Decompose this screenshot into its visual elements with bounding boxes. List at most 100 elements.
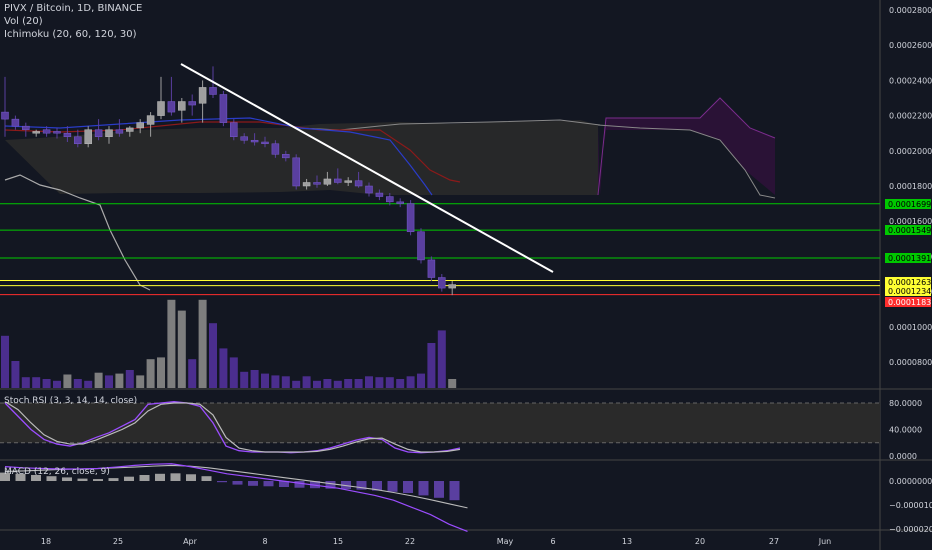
volume-bar [1,335,9,388]
price-axis-label: 0.0001600 [889,217,932,226]
candle-body [115,129,124,134]
time-axis-label: 25 [113,537,123,546]
candle-body [386,196,394,203]
macd-histogram-bar [418,481,429,496]
volume-bar [63,374,72,388]
candle-body [271,143,280,155]
macd-histogram-bar [62,477,72,481]
candle-body [1,111,9,120]
candle-body [230,122,238,137]
macd-axis-label: 0.0000000 [889,477,932,486]
time-axis-label: 27 [769,537,779,546]
volume-bar [344,379,353,388]
macd-histogram-bar [155,473,165,481]
price-axis-label: 0.0002800 [889,6,932,15]
macd-histogram-bar [201,476,212,481]
volume-bar [84,380,93,388]
candle-body [178,101,186,111]
ichimoku-conversion-line [4,117,433,196]
candle-body [292,157,300,187]
volume-bar [396,379,405,388]
candle-body [313,182,321,185]
price-level-tag [885,297,931,307]
volume-bar [146,359,155,388]
candle-body [146,115,155,125]
volume-bar [292,380,301,388]
symbol-title: PIVX / Bitcoin, 1D, BINANCE [4,3,143,14]
macd-histogram-bar [403,481,413,493]
candle-body [32,131,40,134]
macd-axis-label: −0.0000200 [889,525,932,534]
candle-body [334,178,342,183]
macd-histogram-bar [186,474,196,481]
candle-body [438,277,446,289]
volume-bar [323,379,332,388]
candle-body [157,101,165,116]
price-level-tag [885,253,931,263]
volume-bar [250,370,259,388]
time-axis-label: 8 [262,537,267,546]
macd-histogram-bar [263,481,274,487]
volume-bar [313,380,321,388]
price-axis-label: 0.0002200 [889,112,932,121]
macd-axis-label: −0.0000100 [889,501,932,510]
macd-label[interactable]: MACD (12, 26, close, 9) [4,467,110,477]
volume-bar [448,379,457,388]
candle-body [22,125,30,130]
ichimoku-indicator-label[interactable]: Ichimoku (20, 60, 120, 30) [4,29,137,40]
stoch-axis-label: 0.0000 [889,452,917,461]
volume-bar [240,371,249,388]
volume-bar [302,376,311,388]
ichimoku-future-cloud [598,98,775,195]
volume-bar [136,375,145,388]
volume-bar [21,377,30,388]
macd-line [4,463,468,532]
time-axis-label: 13 [622,537,632,546]
ichimoku-span-a [597,97,776,196]
volume-bar [375,377,384,388]
candle-body [396,201,404,204]
stoch-rsi-label[interactable]: Stoch RSI (3, 3, 14, 14, close) [4,396,137,406]
time-axis-label: 22 [405,537,415,546]
volume-indicator-label[interactable]: Vol (20) [4,16,43,27]
price-axis-label: 0.0001800 [889,182,932,191]
macd-histogram-bar [341,481,351,490]
candle-body [219,94,228,123]
volume-bar [219,348,228,388]
macd-histogram-bar [248,481,258,486]
macd-histogram-bar [387,481,398,492]
candle-body [136,122,144,129]
macd-histogram-bar [449,481,460,501]
volume-bar [11,361,20,388]
candle-body [427,259,436,278]
trendline [180,63,554,273]
candle-body [406,203,415,233]
volume-bar [406,376,415,388]
time-axis-label: Jun [818,537,832,546]
volume-bar [385,377,394,388]
volume-bar [53,380,61,388]
volume-bar [427,343,436,388]
volume-bar [94,372,103,388]
volume-bar [365,376,373,388]
price-axis-label: 0.0001000 [889,323,932,332]
time-axis-label: 20 [695,537,705,546]
time-axis-label: May [497,537,514,546]
volume-bar [354,379,363,388]
macd-histogram-bar [325,481,336,489]
price-level-tag [885,286,931,296]
macd-histogram-bar [372,481,382,491]
volume-bar [271,375,280,388]
volume-bar [177,310,186,388]
price-axis-label: 0.0002400 [889,76,932,85]
price-axis-label: 0.0002000 [889,147,932,156]
stoch-k-line [4,401,461,454]
macd-histogram-bar [77,478,88,481]
stoch-axis-label: 80.0000 [889,399,922,408]
candle-body [209,87,217,95]
volume-bar [105,375,113,388]
candle-body [344,180,352,183]
volume-bar [437,330,446,388]
volume-bar [417,373,425,388]
